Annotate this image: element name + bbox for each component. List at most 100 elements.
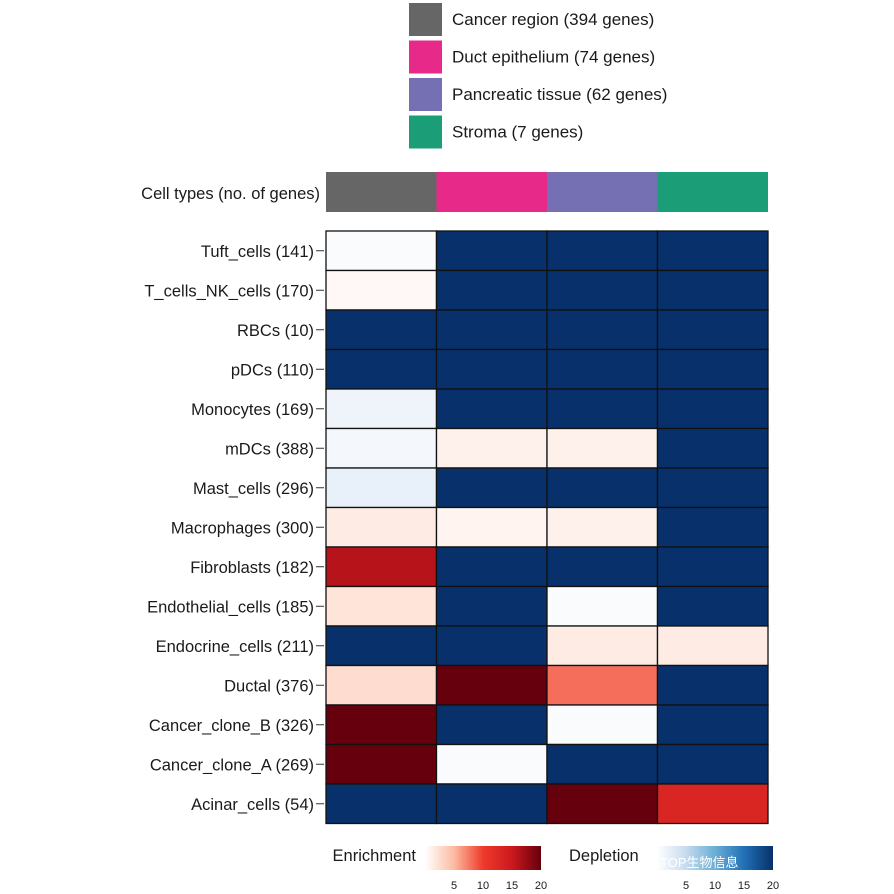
heatmap-cell [435, 743, 548, 785]
column-header-bar [326, 172, 768, 212]
heatmap-cell [325, 309, 438, 351]
heatmap-cell [325, 585, 438, 627]
row-label: Mast_cells (296) [193, 480, 314, 498]
heatmap-cell [546, 230, 659, 272]
header-cell-3 [547, 172, 658, 212]
depletion-gradient-bar [657, 846, 773, 870]
row-label: Macrophages (300) [171, 519, 314, 537]
legend-swatch-1 [409, 3, 442, 36]
heatmap-cell [325, 506, 438, 548]
heatmap-cell [325, 348, 438, 390]
heatmap-cell [546, 348, 659, 390]
depletion-tick-label: 10 [709, 880, 721, 892]
heatmap-cell [546, 467, 659, 509]
row-labels: Tuft_cells (141) T_cells_NK_cells (170) RB… [144, 243, 324, 814]
heatmap-cell [546, 269, 659, 311]
heatmap-cell [656, 230, 769, 272]
heatmap-cell [546, 546, 659, 588]
heatmap-cell [656, 348, 769, 390]
heatmap-cell [546, 783, 659, 825]
depletion-tick-label: 20 [767, 880, 779, 892]
header-cell-1 [326, 172, 437, 212]
heatmap-cell [325, 230, 438, 272]
heatmap-cell [435, 467, 548, 509]
heatmap-cell [325, 783, 438, 825]
row-label: T_cells_NK_cells (170) [144, 282, 314, 300]
legend-label-3: Pancreatic tissue (62 genes) [452, 85, 667, 104]
heatmap-cell [656, 467, 769, 509]
row-label: Monocytes (169) [191, 401, 314, 419]
row-label: RBCs (10) [237, 322, 314, 340]
heatmap-cell [656, 309, 769, 351]
enrichment-ticks: 5 10 15 20 [451, 880, 547, 892]
heatmap-cell [435, 269, 548, 311]
heatmap-cell [546, 625, 659, 667]
heatmap-cell [656, 664, 769, 706]
enrichment-scale: Enrichment 5 10 15 20 [333, 846, 547, 892]
legend-swatch-4 [409, 115, 442, 149]
heatmap-cell [546, 664, 659, 706]
heatmap-cell [435, 783, 548, 825]
enrichment-tick-label: 15 [506, 880, 518, 892]
heatmap-cell [435, 664, 548, 706]
heatmap-cell [546, 743, 659, 785]
heatmap-cell [435, 585, 548, 627]
heatmap-cell [325, 269, 438, 311]
heatmap-cell [325, 704, 438, 746]
heatmap-cell [325, 467, 438, 509]
heatmap-cell [435, 348, 548, 390]
heatmap-cell [546, 309, 659, 351]
legend-label-2: Duct epithelium (74 genes) [452, 48, 655, 67]
heatmap-cell [656, 704, 769, 746]
depletion-tick-label: 15 [738, 880, 750, 892]
watermark: TOP生物信息 [640, 854, 739, 870]
enrichment-tick-label: 20 [535, 880, 547, 892]
enrichment-tick-label: 5 [451, 880, 457, 892]
heatmap-cell [656, 743, 769, 785]
depletion-ticks: 5 10 15 20 [683, 880, 779, 892]
row-label: Cancer_clone_A (269) [150, 756, 314, 774]
legend-label-1: Cancer region (394 genes) [452, 10, 654, 29]
legend-label-4: Stroma (7 genes) [452, 123, 583, 142]
heatmap-cell [435, 625, 548, 667]
heatmap-cell [435, 427, 548, 469]
heatmap-cells [325, 230, 769, 825]
heatmap-cell [325, 388, 438, 430]
depletion-tick-label: 5 [683, 880, 689, 892]
header-cell-2 [436, 172, 547, 212]
enrichment-gradient-bar [425, 846, 541, 870]
heatmap-cell [656, 388, 769, 430]
header-cell-4 [657, 172, 768, 212]
heatmap-cell [546, 506, 659, 548]
row-label: Tuft_cells (141) [201, 243, 314, 261]
heatmap-cell [325, 427, 438, 469]
column-legend: Cancer region (394 genes) Duct epithelium… [409, 3, 667, 149]
row-label: Acinar_cells (54) [191, 796, 314, 814]
heatmap-cell [325, 664, 438, 706]
heatmap-cell [325, 743, 438, 785]
enrichment-tick-label: 10 [477, 880, 489, 892]
heatmap-cell [435, 388, 548, 430]
heatmap-cell [435, 506, 548, 548]
row-label: mDCs (388) [225, 440, 314, 458]
heatmap-cell [656, 585, 769, 627]
heatmap-cell [656, 625, 769, 667]
row-label: pDCs (110) [231, 361, 314, 379]
header-label: Cell types (no. of genes) [141, 185, 320, 203]
row-label: Fibroblasts (182) [190, 559, 314, 577]
wechat-icon [640, 854, 656, 870]
row-label: Endothelial_cells (185) [147, 598, 314, 616]
heatmap-cell [435, 704, 548, 746]
enrichment-scale-title: Enrichment [333, 847, 417, 865]
heatmap-cell [325, 625, 438, 667]
watermark-text: TOP生物信息 [660, 855, 739, 870]
heatmap-cell [546, 427, 659, 469]
heatmap-cell [656, 506, 769, 548]
heatmap-cell [656, 269, 769, 311]
heatmap-cell [546, 585, 659, 627]
row-label: Endocrine_cells (211) [156, 638, 314, 656]
depletion-scale: Depletion 5 10 15 20 [569, 846, 779, 892]
heatmap-cell [325, 546, 438, 588]
depletion-scale-title: Depletion [569, 847, 639, 865]
